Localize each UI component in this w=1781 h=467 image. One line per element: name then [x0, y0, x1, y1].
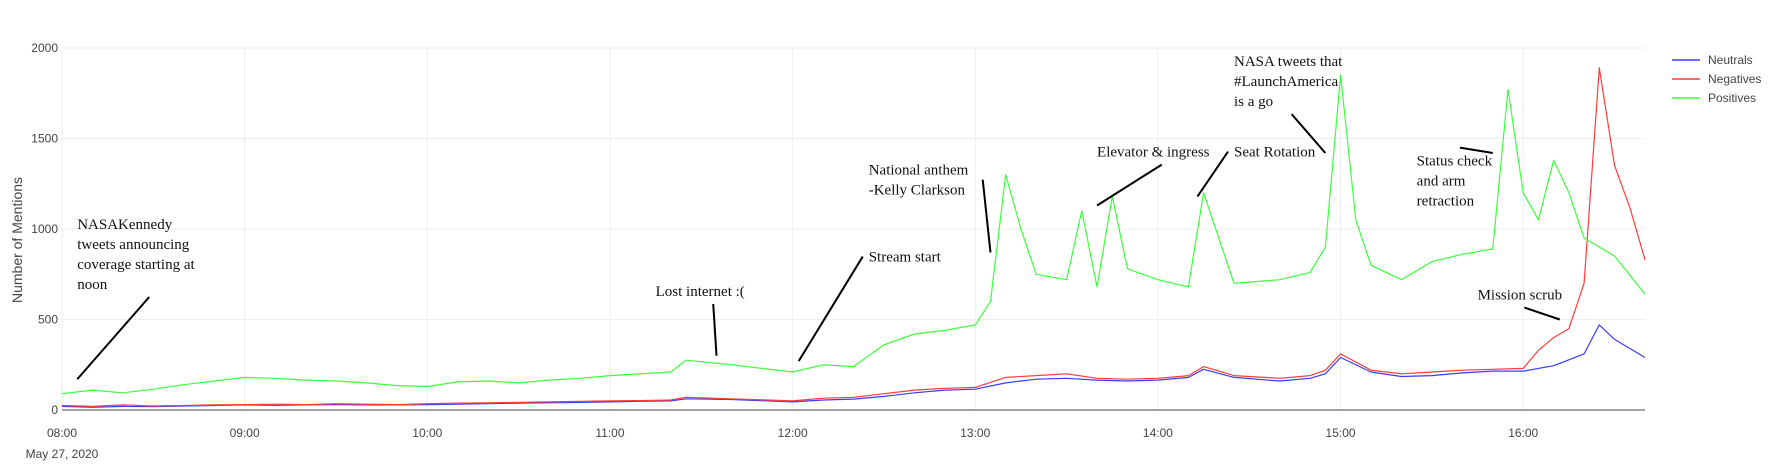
annotation-arrow-6 [1290, 113, 1327, 154]
annotation-arrow-5 [1196, 151, 1229, 197]
x-tick-label-2: 10:00 [412, 426, 442, 440]
annotation-arrow-7 [1459, 146, 1493, 154]
annotation-arrow-3 [981, 179, 992, 253]
annotation-arrow-0 [76, 296, 150, 380]
legend-item-negatives[interactable]: Negatives [1708, 72, 1761, 86]
x-tick-label-8: 16:00 [1508, 426, 1538, 440]
annotation-arrow-2 [797, 256, 864, 362]
y-tick-label-4: 2000 [31, 41, 58, 55]
annotation-text-1: Lost internet :( [656, 284, 745, 300]
annotation-text-6: NASA tweets that #LaunchAmerica is a go [1234, 54, 1343, 110]
annotation-text-8: Mission scrub [1478, 288, 1563, 304]
y-tick-label-2: 1000 [31, 222, 58, 236]
annotation-text-0: NASAKennedy tweets announcing coverage sta… [77, 217, 195, 293]
x-tick-label-1: 09:00 [230, 426, 260, 440]
x-tick-label-0: 08:00 [47, 426, 77, 440]
x-axis-date-label: May 27, 2020 [26, 447, 99, 461]
legend-item-positives[interactable]: Positives [1708, 91, 1756, 105]
y-tick-label-3: 1500 [31, 132, 58, 146]
series-line-positives [61, 74, 1646, 395]
annotations: NASAKennedy tweets announcing coverage sta… [76, 54, 1563, 380]
annotation-text-7: Status check and arm retraction [1417, 154, 1493, 210]
y-tick-label-1: 500 [38, 313, 58, 327]
series-line-negatives [61, 67, 1646, 407]
grid [61, 47, 1645, 410]
annotation-arrow-1 [712, 303, 718, 356]
series-lines [61, 67, 1646, 408]
annotation-arrow-8 [1524, 306, 1561, 321]
annotation-text-4: Elevator & ingress [1097, 145, 1210, 161]
annotation-text-2: Stream start [869, 250, 942, 266]
x-tick-label-5: 13:00 [960, 426, 990, 440]
legend[interactable]: Neutrals Negatives Positives [1672, 53, 1761, 105]
x-tick-label-4: 12:00 [778, 426, 808, 440]
annotation-text-5: Seat Rotation [1234, 145, 1316, 161]
series-line-neutrals [61, 324, 1646, 408]
x-tick-label-6: 14:00 [1143, 426, 1173, 440]
axes: 0 500 1000 1500 2000 08:00 09:00 10:00 11:00 12:0… [31, 41, 1645, 440]
legend-item-neutrals[interactable]: Neutrals [1708, 53, 1753, 67]
annotation-arrow-4 [1096, 163, 1163, 207]
y-tick-label-0: 0 [51, 403, 58, 417]
x-tick-label-7: 15:00 [1326, 426, 1356, 440]
annotation-text-3: National anthem -Kelly Clarkson [869, 163, 969, 199]
x-tick-label-3: 11:00 [595, 426, 624, 440]
y-axis-title: Number of Mentions [9, 177, 25, 303]
